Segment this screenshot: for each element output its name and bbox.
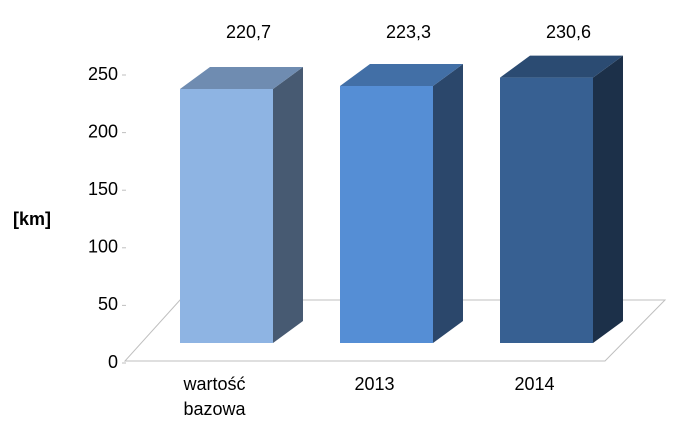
bar-side xyxy=(273,67,303,343)
bar xyxy=(340,86,433,344)
y-tick-label: 50 xyxy=(98,294,118,314)
data-label: 220,7 xyxy=(226,22,271,42)
x-tick-label: wartość bazowa xyxy=(183,374,246,419)
x-tick-label: 2014 xyxy=(514,374,555,394)
y-tick-label: 150 xyxy=(88,179,118,199)
bar-top xyxy=(500,55,623,78)
bar-top xyxy=(180,67,303,89)
y-tick-label: 0 xyxy=(108,352,118,372)
y-tick-label: 200 xyxy=(88,121,118,141)
y-tick-label: 250 xyxy=(88,64,118,84)
y-axis-label: [km] xyxy=(13,209,51,229)
data-label: 230,6 xyxy=(546,22,591,42)
bar-top xyxy=(340,64,463,87)
floor xyxy=(123,299,667,362)
bar-side xyxy=(433,64,463,344)
data-label: 223,3 xyxy=(386,22,431,42)
y-tick-label: 100 xyxy=(88,237,118,257)
bar xyxy=(180,89,273,343)
x-tick-label: 2013 xyxy=(354,374,395,394)
bar-side xyxy=(593,55,623,343)
bar xyxy=(500,77,593,343)
